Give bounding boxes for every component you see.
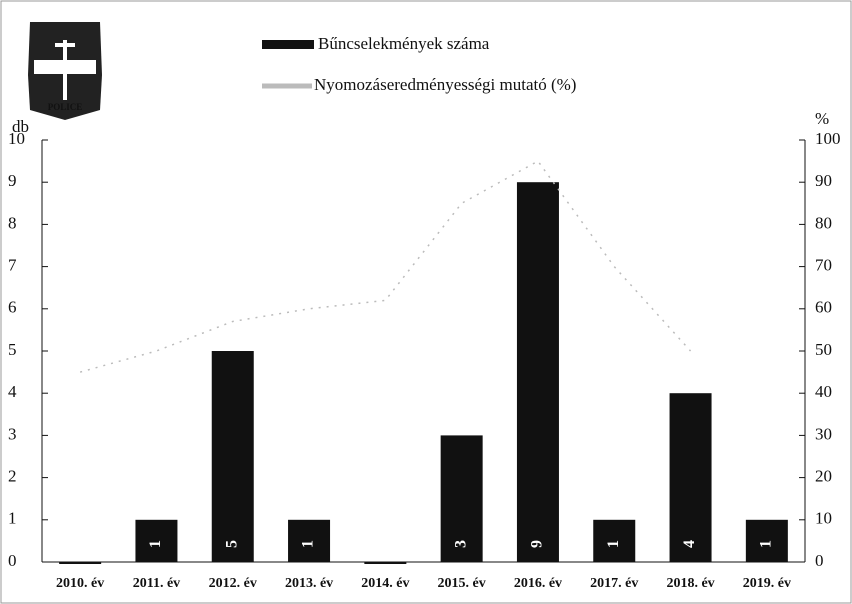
legend-label: Bűncselekmények száma [318,34,490,53]
bar-value-label: 1 [147,540,164,548]
y2-tick-label: 10 [815,509,832,528]
y2-tick-label: 20 [815,467,832,486]
y2-tick-label: 80 [815,213,832,232]
bar-value-label: 3 [452,540,469,548]
y2-tick-label: 40 [815,382,832,401]
bar-value-label: 1 [300,540,317,548]
police-logo: POLICE [28,22,102,120]
legend-swatch [262,40,314,49]
x-tick-label: 2017. év [590,576,638,591]
y-tick-label: 9 [8,171,17,190]
x-tick-label: 2013. év [285,576,333,591]
bar [364,562,407,564]
y2-tick-label: 70 [815,256,832,275]
bar [516,182,559,562]
bar-value-label: 1 [758,540,775,548]
bar [440,435,483,562]
bar-value-label: 5 [223,540,240,548]
bar-value-label: 4 [681,540,698,548]
x-tick-label: 2010. év [56,576,104,591]
y-tick-label: 6 [8,298,17,317]
y2-axis-label: % [815,109,829,128]
y-tick-label: 1 [8,509,17,528]
y-tick-label: 8 [8,213,17,232]
bar-value-label: 9 [529,540,546,548]
y-tick-label: 7 [8,256,17,275]
bar [211,351,254,562]
legend-label: Nyomozáseredményességi mutató (%) [314,75,576,94]
bar [288,519,331,562]
y-tick-label: 2 [8,467,17,486]
y-tick-label: 5 [8,340,17,359]
bar [59,562,102,564]
x-tick-label: 2015. év [438,576,486,591]
x-tick-label: 2016. év [514,576,562,591]
y2-tick-label: 90 [815,171,832,190]
y-tick-label: 0 [8,551,17,570]
x-tick-label: 2014. év [361,576,409,591]
logo-text: POLICE [48,102,83,112]
bar [135,519,178,562]
y2-tick-label: 30 [815,424,832,443]
x-tick-label: 2011. év [133,576,180,591]
bar [669,393,712,562]
x-tick-label: 2012. év [209,576,257,591]
line-series [79,160,692,373]
y-tick-label: 4 [8,382,17,401]
y2-tick-label: 100 [815,129,841,148]
y2-tick-label: 50 [815,340,832,359]
x-tick-label: 2019. év [743,576,791,591]
x-tick-label: 2018. év [666,576,714,591]
bar-value-label: 1 [605,540,622,548]
y-axis-label: db [12,117,29,136]
y-tick-label: 3 [8,424,17,443]
y2-tick-label: 0 [815,551,824,570]
y2-tick-label: 60 [815,298,832,317]
y-tick-label: 10 [8,129,25,148]
bar [593,519,636,562]
bar [745,519,788,562]
